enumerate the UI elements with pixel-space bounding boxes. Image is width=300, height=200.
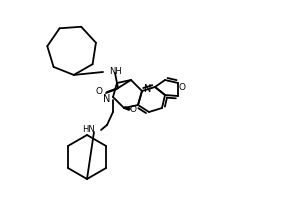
Text: N: N (103, 94, 111, 104)
Text: HN: HN (82, 126, 95, 134)
Text: O: O (130, 104, 136, 114)
Text: NH: NH (109, 68, 122, 76)
Text: O: O (178, 82, 185, 92)
Text: O: O (95, 86, 102, 96)
Text: N: N (144, 84, 152, 94)
